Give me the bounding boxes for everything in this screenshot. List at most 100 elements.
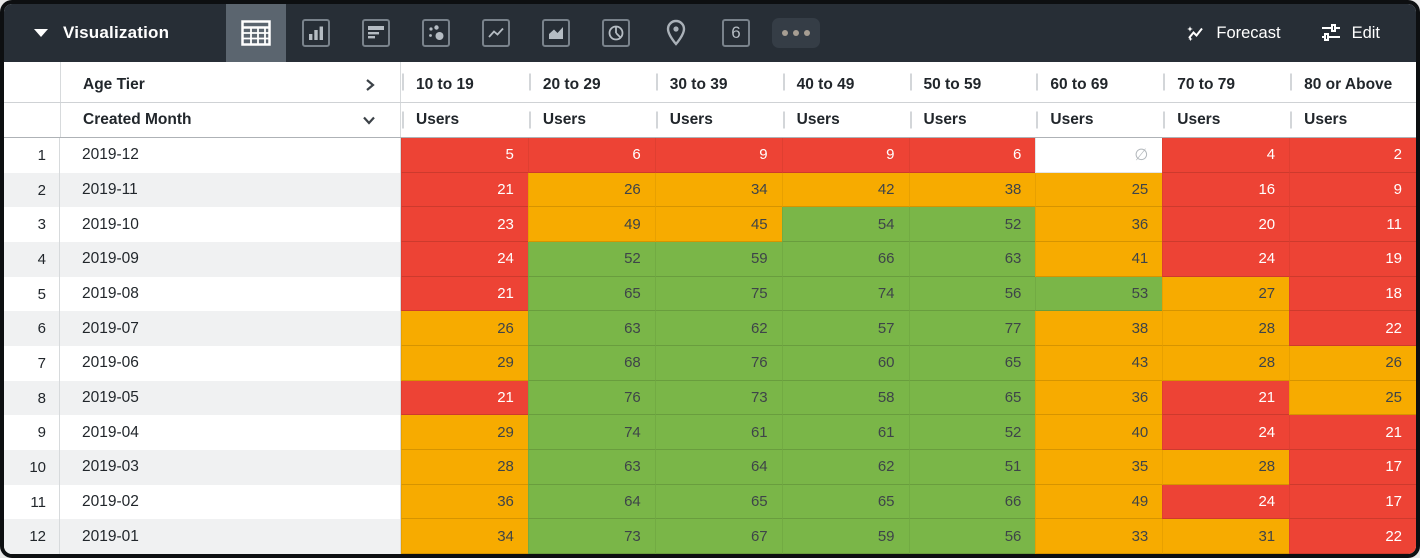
- measure-col-header[interactable]: Users: [528, 103, 655, 137]
- visualization-dropdown[interactable]: Visualization: [4, 4, 226, 62]
- viz-type-area-chart[interactable]: [526, 4, 586, 62]
- data-cell[interactable]: 34: [654, 172, 782, 208]
- data-cell[interactable]: 26: [401, 311, 528, 347]
- data-cell[interactable]: 16: [1162, 172, 1290, 208]
- data-cell[interactable]: 21: [401, 276, 528, 312]
- data-cell[interactable]: 21: [1162, 380, 1290, 416]
- data-cell[interactable]: 29: [401, 346, 528, 381]
- pivot-field-header[interactable]: Age Tier: [60, 62, 401, 102]
- edit-button[interactable]: Edit: [1309, 4, 1390, 62]
- data-cell[interactable]: 36: [1035, 207, 1163, 243]
- data-cell[interactable]: 2: [1289, 138, 1416, 173]
- data-cell[interactable]: 31: [1162, 519, 1290, 554]
- data-cell[interactable]: 19: [1289, 242, 1416, 277]
- data-cell[interactable]: 9: [654, 138, 782, 173]
- row-field-header[interactable]: Created Month: [60, 103, 401, 137]
- month-cell[interactable]: 2019-08: [60, 276, 401, 312]
- data-cell[interactable]: 65: [908, 346, 1036, 381]
- data-cell[interactable]: 63: [527, 450, 655, 485]
- month-cell[interactable]: 2019-11: [60, 172, 401, 208]
- measure-col-header[interactable]: Users: [782, 103, 909, 137]
- data-cell[interactable]: 64: [654, 450, 782, 485]
- measure-col-header[interactable]: Users: [1289, 103, 1416, 137]
- viz-type-bar-chart[interactable]: [286, 4, 346, 62]
- data-cell[interactable]: 22: [1289, 311, 1416, 347]
- data-cell[interactable]: 38: [1035, 311, 1163, 347]
- measure-col-header[interactable]: Users: [655, 103, 782, 137]
- data-cell[interactable]: 35: [1035, 450, 1163, 485]
- data-cell[interactable]: 17: [1289, 484, 1416, 520]
- pivot-col-header[interactable]: 40 to 49: [782, 62, 909, 102]
- viz-type-table[interactable]: [226, 4, 286, 62]
- data-cell[interactable]: 28: [401, 450, 528, 485]
- data-cell[interactable]: 59: [654, 242, 782, 277]
- data-cell[interactable]: 28: [1162, 346, 1290, 381]
- data-cell[interactable]: 76: [654, 346, 782, 381]
- data-cell[interactable]: 21: [1289, 415, 1416, 451]
- data-cell[interactable]: 40: [1035, 415, 1163, 451]
- data-cell[interactable]: 6: [527, 138, 655, 173]
- data-cell[interactable]: 33: [1035, 519, 1163, 554]
- data-cell[interactable]: 68: [527, 346, 655, 381]
- month-cell[interactable]: 2019-03: [60, 450, 401, 485]
- data-cell[interactable]: 75: [654, 276, 782, 312]
- data-cell[interactable]: 34: [401, 519, 528, 554]
- data-cell[interactable]: 24: [1162, 242, 1290, 277]
- data-cell[interactable]: 52: [908, 207, 1036, 243]
- data-cell[interactable]: 56: [908, 519, 1036, 554]
- data-cell[interactable]: 21: [401, 172, 528, 208]
- data-cell[interactable]: 65: [654, 484, 782, 520]
- data-cell[interactable]: 66: [908, 484, 1036, 520]
- data-cell[interactable]: 28: [1162, 450, 1290, 485]
- data-cell[interactable]: 29: [401, 415, 528, 451]
- data-cell[interactable]: 17: [1289, 450, 1416, 485]
- measure-col-header[interactable]: Users: [909, 103, 1036, 137]
- pivot-col-header[interactable]: 80 or Above: [1289, 62, 1416, 102]
- data-cell[interactable]: 18: [1289, 276, 1416, 312]
- data-cell[interactable]: 64: [527, 484, 655, 520]
- data-cell[interactable]: 65: [781, 484, 909, 520]
- data-cell[interactable]: 74: [781, 276, 909, 312]
- data-cell[interactable]: 25: [1289, 380, 1416, 416]
- data-cell[interactable]: 51: [908, 450, 1036, 485]
- data-cell[interactable]: 62: [654, 311, 782, 347]
- data-cell[interactable]: 9: [781, 138, 909, 173]
- data-cell[interactable]: 57: [781, 311, 909, 347]
- data-cell[interactable]: 6: [908, 138, 1036, 173]
- data-cell[interactable]: 21: [401, 380, 528, 416]
- measure-col-header[interactable]: Users: [1035, 103, 1162, 137]
- data-cell[interactable]: 36: [1035, 380, 1163, 416]
- data-cell[interactable]: 60: [781, 346, 909, 381]
- pivot-col-header[interactable]: 50 to 59: [909, 62, 1036, 102]
- data-cell[interactable]: 52: [908, 415, 1036, 451]
- month-cell[interactable]: 2019-07: [60, 311, 401, 347]
- data-cell[interactable]: 63: [908, 242, 1036, 277]
- data-cell[interactable]: 52: [527, 242, 655, 277]
- data-cell[interactable]: 49: [1035, 484, 1163, 520]
- data-cell[interactable]: 53: [1035, 276, 1163, 312]
- data-cell[interactable]: 36: [401, 484, 528, 520]
- viz-type-horizontal-bars[interactable]: [346, 4, 406, 62]
- month-cell[interactable]: 2019-06: [60, 346, 401, 381]
- pivot-col-header[interactable]: 30 to 39: [655, 62, 782, 102]
- data-cell[interactable]: 61: [654, 415, 782, 451]
- data-cell[interactable]: 61: [781, 415, 909, 451]
- forecast-button[interactable]: Forecast: [1173, 4, 1290, 62]
- month-cell[interactable]: 2019-04: [60, 415, 401, 451]
- data-cell[interactable]: 26: [1289, 346, 1416, 381]
- data-cell[interactable]: 20: [1162, 207, 1290, 243]
- data-cell[interactable]: 43: [1035, 346, 1163, 381]
- data-cell[interactable]: 9: [1289, 172, 1416, 208]
- data-cell[interactable]: 26: [527, 172, 655, 208]
- data-cell[interactable]: 56: [908, 276, 1036, 312]
- data-cell[interactable]: 11: [1289, 207, 1416, 243]
- data-cell[interactable]: 59: [781, 519, 909, 554]
- data-cell[interactable]: 24: [401, 242, 528, 277]
- viz-type-single-value[interactable]: 6: [706, 4, 766, 62]
- data-cell[interactable]: 42: [781, 172, 909, 208]
- pivot-col-header[interactable]: 70 to 79: [1162, 62, 1289, 102]
- measure-col-header[interactable]: Users: [1162, 103, 1289, 137]
- month-cell[interactable]: 2019-01: [60, 519, 401, 554]
- viz-type-scatter[interactable]: [406, 4, 466, 62]
- data-cell[interactable]: 63: [527, 311, 655, 347]
